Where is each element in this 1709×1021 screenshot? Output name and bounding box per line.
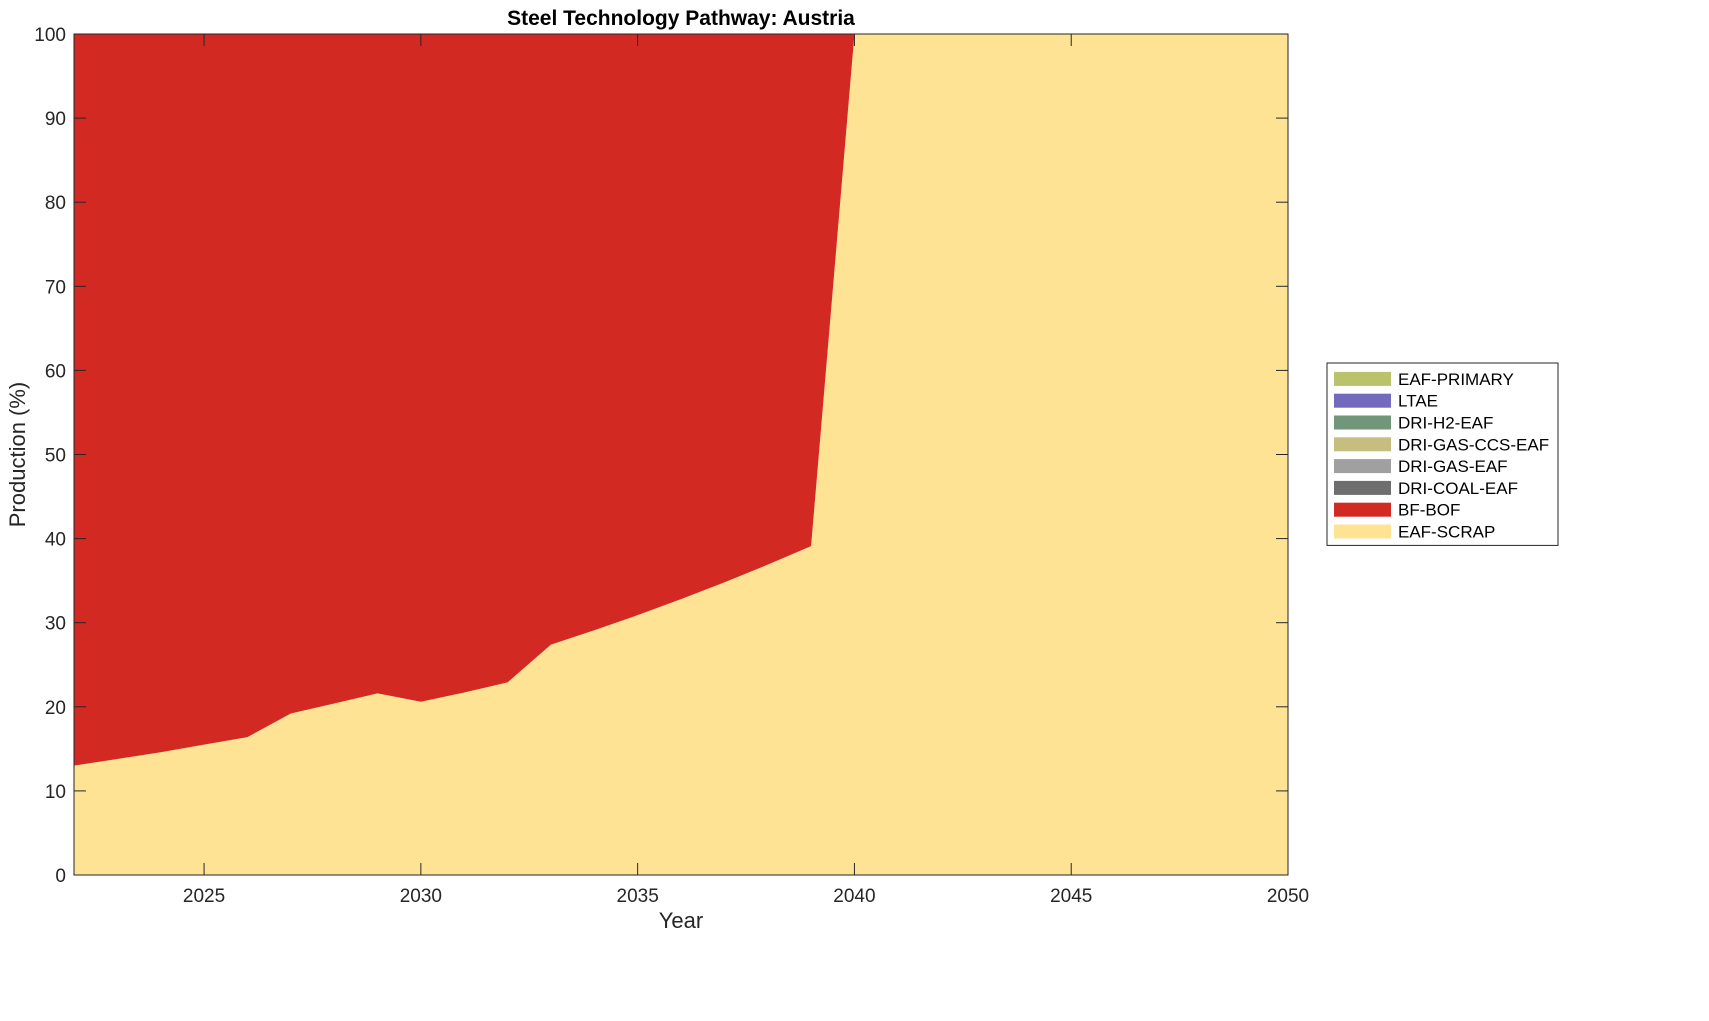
x-tick-label: 2040 [833,886,875,907]
area-eaf-scrap [74,34,1288,875]
chart-title: Steel Technology Pathway: Austria [507,7,855,30]
y-tick-label: 50 [45,446,66,467]
legend-label-ltae: LTAE [1398,392,1438,411]
legend-label-dri-gas-ccs-eaf: DRI-GAS-CCS-EAF [1398,435,1549,454]
y-tick-label: 100 [34,25,66,46]
y-tick-label: 60 [45,361,66,382]
y-tick-label: 20 [45,698,66,719]
legend: EAF-PRIMARY LTAE DRI-H2-EAF DRI-GAS-CCS-EAF… [1326,362,1559,546]
legend-swatch-eaf-primary [1334,371,1391,386]
y-tick-label: 40 [45,530,66,551]
x-tick-label: 2035 [617,886,659,907]
legend-label-eaf-primary: EAF-PRIMARY [1398,370,1514,389]
legend-swatch-dri-coal-eaf [1334,480,1391,495]
legend-label-dri-h2-eaf: DRI-H2-EAF [1398,414,1493,433]
legend-label-dri-coal-eaf: DRI-COAL-EAF [1398,479,1518,498]
legend-swatch-eaf-scrap [1334,524,1391,539]
y-tick-label: 80 [45,193,66,214]
legend-swatch-bf-bof [1334,502,1391,517]
area-bf-bof [74,34,1288,766]
y-tick-label: 70 [45,277,66,298]
x-tick-label: 2045 [1050,886,1092,907]
y-tick-label: 0 [55,866,66,887]
x-tick-label: 2050 [1267,886,1309,907]
legend-swatch-dri-h2-eaf [1334,415,1391,430]
legend-swatch-ltae [1334,393,1391,408]
x-tick-label: 2025 [183,886,225,907]
areas-layer [74,34,1288,875]
x-tick-label: 2030 [400,886,442,907]
legend-label-dri-gas-eaf: DRI-GAS-EAF [1398,457,1508,476]
y-tick-label: 30 [45,614,66,635]
legend-swatch-dri-gas-ccs-eaf [1334,437,1391,452]
y-tick-label: 90 [45,109,66,130]
legend-label-eaf-scrap: EAF-SCRAP [1398,523,1495,542]
x-axis-label: Year [659,908,703,933]
y-axis-label: Production (%) [5,382,30,528]
legend-swatch-dri-gas-eaf [1334,459,1391,474]
legend-label-bf-bof: BF-BOF [1398,501,1460,520]
y-tick-label: 10 [45,782,66,803]
